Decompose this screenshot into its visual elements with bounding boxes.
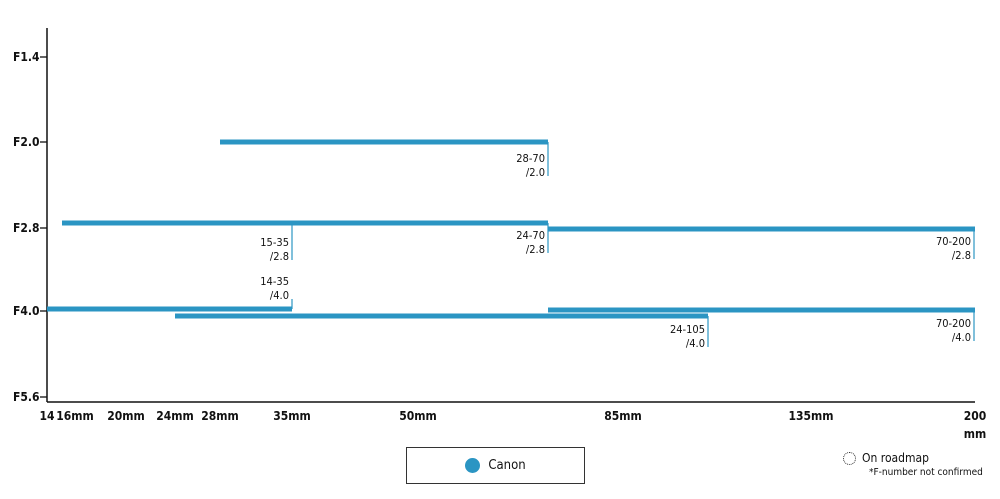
- lens-label-aperture: /2.8: [270, 250, 289, 263]
- x-tick-label: 28mm: [201, 409, 239, 423]
- x-tick-label: 16mm: [56, 409, 94, 423]
- x-tick-label: 200: [964, 409, 987, 423]
- lens-label-aperture: /4.0: [686, 337, 705, 350]
- x-tick-label: 24mm: [156, 409, 194, 423]
- lens-range-chart: F1.4 F2.0 F2.8 F4.0 F5.6 14 16mm 20mm 24mm 28mm 3…: [13, 28, 987, 441]
- x-tick-label: 135mm: [788, 409, 833, 423]
- dotted-circle-icon: [843, 452, 856, 465]
- y-tick-label: F2.0: [13, 135, 40, 149]
- lens-label-range: 70-200: [936, 235, 971, 248]
- lens-label-range: 24-105: [670, 323, 705, 336]
- y-tick-label: F4.0: [13, 304, 40, 318]
- y-tick-label: F5.6: [13, 390, 40, 404]
- x-tick-label: 20mm: [107, 409, 145, 423]
- lens-bar: [175, 220, 548, 226]
- x-tick-label: 14: [39, 409, 55, 423]
- y-tick-label: F1.4: [13, 50, 40, 64]
- y-tick-label: F2.8: [13, 221, 40, 235]
- legend: Canon: [406, 447, 585, 484]
- x-tick-label: 85mm: [604, 409, 642, 423]
- lens-label-aperture: /2.8: [952, 249, 971, 262]
- lens-bar: [548, 226, 975, 232]
- roadmap-label: On roadmap: [862, 451, 930, 465]
- lens-label-range: 70-200: [936, 317, 971, 330]
- lens-label-aperture: /4.0: [270, 289, 289, 302]
- lens-bar: [220, 139, 548, 145]
- roadmap-note: *F-number not confirmed: [869, 467, 983, 478]
- canon-swatch: [465, 458, 481, 473]
- lens-label-aperture: /2.8: [526, 243, 545, 256]
- lens-label-range: 14-35: [260, 275, 289, 288]
- legend-label: Canon: [488, 458, 526, 473]
- x-tick-label: 50mm: [399, 409, 437, 423]
- lens-label-aperture: /2.0: [526, 166, 545, 179]
- x-unit-label: mm: [964, 427, 987, 441]
- lens-bar: [47, 306, 292, 312]
- lens-label-range: 15-35: [260, 236, 289, 249]
- lens-label-range: 28-70: [516, 152, 545, 165]
- lens-bar: [548, 307, 975, 313]
- lens-label-range: 24-70: [516, 229, 545, 242]
- lens-bar: [175, 313, 708, 319]
- roadmap-key: On roadmap *F-number not confirmed: [843, 451, 983, 480]
- lens-label-aperture: /4.0: [952, 331, 971, 344]
- x-tick-label: 35mm: [273, 409, 311, 423]
